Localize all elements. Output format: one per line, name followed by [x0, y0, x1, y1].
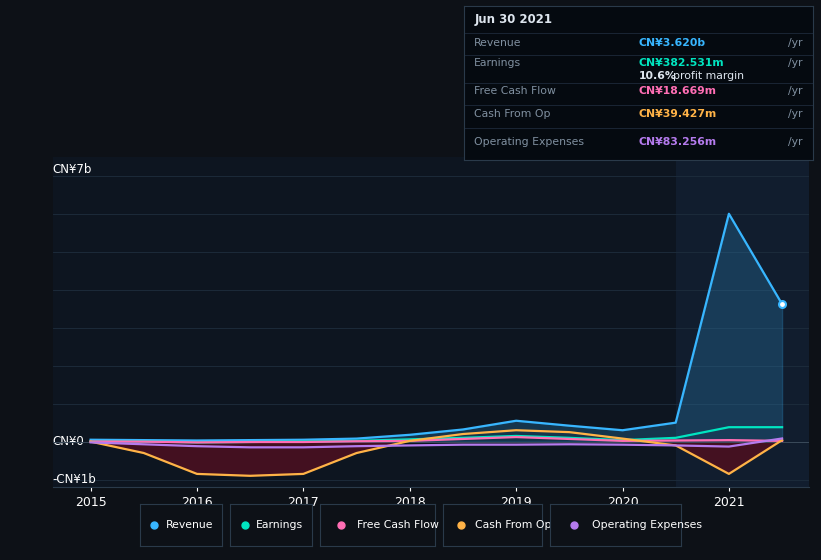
Text: /yr: /yr — [788, 137, 803, 147]
Text: /yr: /yr — [788, 86, 803, 96]
Text: CN¥18.669m: CN¥18.669m — [639, 86, 717, 96]
Text: Earnings: Earnings — [256, 520, 303, 530]
Text: /yr: /yr — [788, 109, 803, 119]
Text: Revenue: Revenue — [475, 38, 522, 48]
Text: /yr: /yr — [788, 58, 803, 68]
Text: CN¥7b: CN¥7b — [53, 163, 92, 176]
Text: CN¥39.427m: CN¥39.427m — [639, 109, 717, 119]
Text: 10.6%: 10.6% — [639, 71, 677, 81]
Text: /yr: /yr — [788, 38, 803, 48]
Text: Revenue: Revenue — [166, 520, 213, 530]
Bar — [676, 157, 809, 487]
Text: Cash From Op: Cash From Op — [475, 520, 552, 530]
Text: Free Cash Flow: Free Cash Flow — [475, 86, 556, 96]
Text: Cash From Op: Cash From Op — [475, 109, 551, 119]
Text: CN¥3.620b: CN¥3.620b — [639, 38, 705, 48]
Text: Operating Expenses: Operating Expenses — [475, 137, 585, 147]
Text: Earnings: Earnings — [475, 58, 521, 68]
Text: -CN¥1b: -CN¥1b — [53, 473, 96, 486]
Text: Operating Expenses: Operating Expenses — [592, 520, 702, 530]
Text: CN¥83.256m: CN¥83.256m — [639, 137, 717, 147]
Text: CN¥382.531m: CN¥382.531m — [639, 58, 724, 68]
Text: CN¥0: CN¥0 — [53, 435, 85, 448]
Text: profit margin: profit margin — [673, 71, 744, 81]
Text: Free Cash Flow: Free Cash Flow — [357, 520, 439, 530]
Text: Jun 30 2021: Jun 30 2021 — [475, 13, 553, 26]
